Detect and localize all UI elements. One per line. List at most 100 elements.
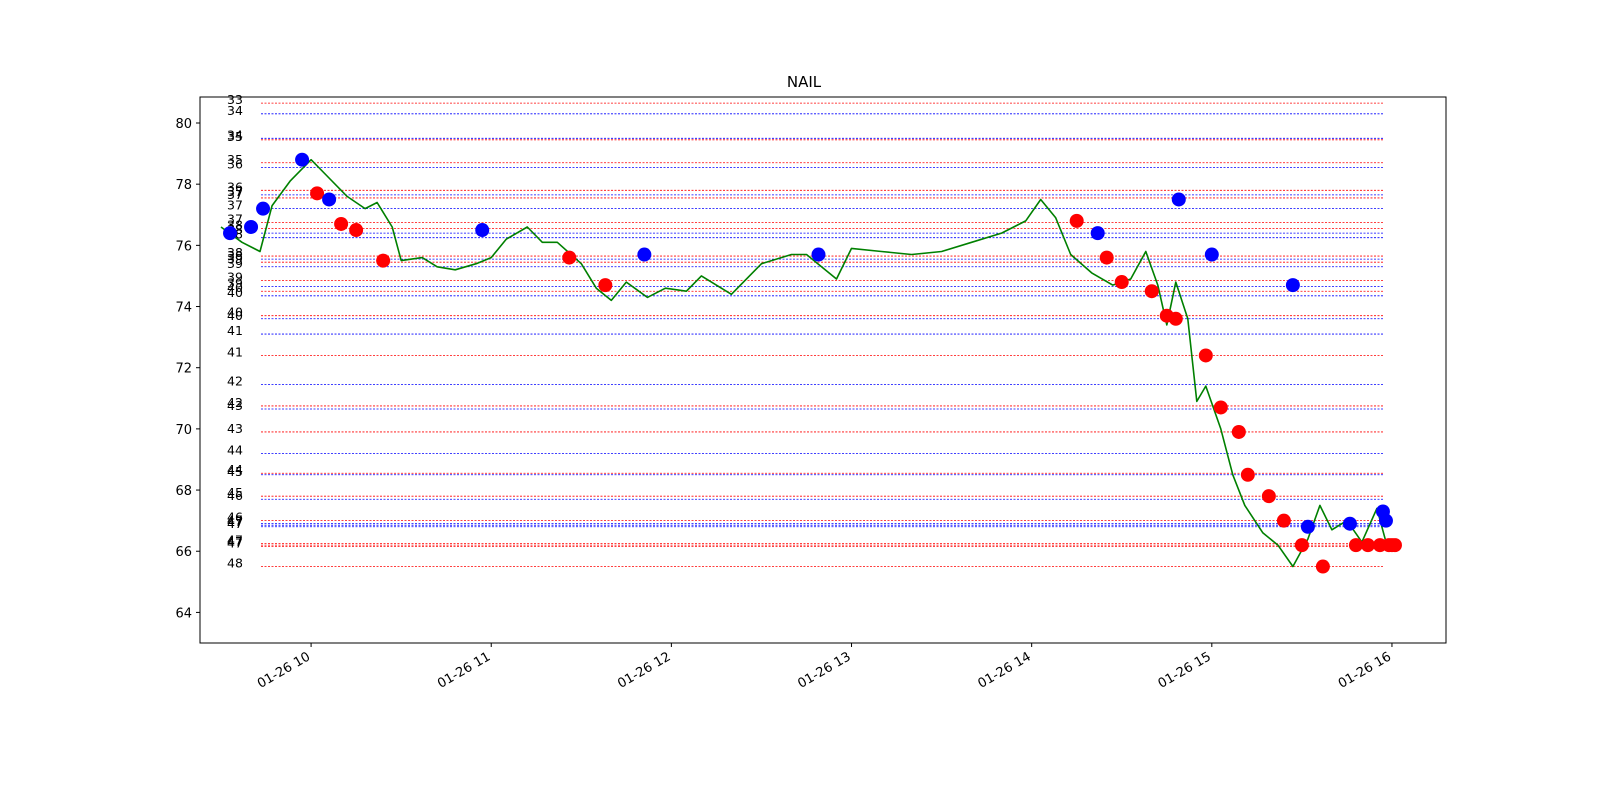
sell-point	[1069, 213, 1084, 228]
sell-point	[376, 253, 391, 268]
x-tick-label: 01-26 13	[795, 649, 853, 691]
sell-point	[1276, 513, 1291, 528]
level-label: 34	[227, 103, 243, 118]
level-label: 36	[227, 156, 243, 171]
chart-title: NAIL	[787, 73, 822, 91]
levels-layer: 3334343535363637373737383838383839393939…	[227, 92, 1383, 571]
buy-point	[1204, 247, 1219, 262]
level-label: 42	[227, 374, 243, 389]
y-tick-label: 66	[175, 545, 192, 560]
level-label: 47	[227, 513, 243, 528]
level-label: 39	[227, 256, 243, 271]
buy-point	[295, 152, 310, 167]
level-label: 40	[227, 280, 243, 295]
level-label: 38	[227, 245, 243, 260]
line-layer	[220, 158, 1387, 568]
buy-point	[256, 201, 271, 216]
sell-point	[1387, 538, 1402, 553]
sell-point	[1231, 424, 1246, 439]
sell-point	[1198, 348, 1213, 363]
x-tick-label: 01-26 12	[615, 649, 673, 691]
x-tick-label: 01-26 15	[1156, 649, 1214, 691]
level-label: 40	[227, 305, 243, 320]
sell-point	[310, 186, 325, 201]
buy-point	[1285, 278, 1300, 293]
level-label: 40	[227, 308, 243, 323]
level-label: 37	[227, 198, 243, 213]
sell-point	[1114, 275, 1129, 290]
level-label: 37	[227, 211, 243, 226]
sell-point	[1144, 284, 1159, 299]
level-label: 47	[227, 536, 243, 551]
level-label: 43	[227, 398, 243, 413]
level-label: 42	[227, 395, 243, 410]
y-tick-label: 76	[175, 239, 192, 254]
level-label: 38	[227, 248, 243, 263]
level-label: 45	[227, 464, 243, 479]
buy-point	[475, 223, 490, 238]
sell-point	[334, 216, 349, 231]
y-tick-label: 68	[175, 484, 192, 499]
sell-point	[1348, 538, 1363, 553]
level-label: 44	[227, 462, 243, 477]
level-label: 41	[227, 344, 243, 359]
buy-point	[1171, 192, 1186, 207]
y-tick-label: 78	[175, 178, 192, 193]
sell-point	[562, 250, 577, 265]
y-tick-label: 74	[175, 301, 192, 316]
level-label: 48	[227, 556, 243, 571]
level-label: 35	[227, 129, 243, 144]
buy-point	[1378, 513, 1393, 528]
level-label: 34	[227, 127, 243, 142]
sell-point	[598, 278, 613, 293]
buy-point	[811, 247, 826, 262]
buy-point	[637, 247, 652, 262]
sell-point	[1240, 467, 1255, 482]
level-label: 37	[227, 187, 243, 202]
price-series-line	[220, 158, 1387, 568]
buy-point	[1342, 516, 1357, 531]
points-layer	[223, 152, 1402, 574]
x-tick-label: 01-26 10	[255, 649, 313, 691]
sell-point	[1294, 538, 1309, 553]
y-tick-label: 72	[175, 362, 192, 377]
level-label: 35	[227, 152, 243, 167]
sell-point	[1168, 311, 1183, 326]
buy-point	[244, 220, 259, 234]
level-label: 47	[227, 533, 243, 548]
sell-point	[1099, 250, 1114, 265]
x-tick-label: 01-26 14	[976, 649, 1034, 691]
level-label: 43	[227, 421, 243, 436]
level-label: 47	[227, 516, 243, 531]
level-label: 36	[227, 179, 243, 194]
level-label: 40	[227, 285, 243, 300]
level-label: 33	[227, 92, 243, 107]
level-label: 46	[227, 510, 243, 525]
axes-layer: 64 66 68 70 72 74 76 78 80 01-26 10 01-26 11 01-26 …	[175, 96, 1447, 692]
level-label: 39	[227, 270, 243, 285]
buy-point	[1090, 226, 1105, 241]
level-label: 46	[227, 488, 243, 503]
buy-point	[223, 226, 238, 241]
level-label: 47	[227, 534, 243, 549]
sell-point	[1315, 559, 1330, 574]
level-label: 39	[227, 276, 243, 291]
plot-frame	[199, 96, 1447, 644]
sell-point	[1213, 400, 1228, 415]
x-tick-label: 01-26 11	[435, 649, 493, 691]
buy-point	[1300, 519, 1315, 534]
buy-point	[322, 192, 337, 207]
sell-point	[1261, 489, 1276, 504]
y-tick-label: 80	[175, 117, 192, 132]
level-label: 41	[227, 323, 243, 338]
level-label: 45	[227, 485, 243, 500]
level-label: 37	[227, 184, 243, 199]
x-tick-label: 01-26 16	[1336, 649, 1394, 691]
level-label: 47	[227, 514, 243, 529]
y-tick-label: 70	[175, 423, 192, 438]
sell-point	[1360, 538, 1375, 553]
level-label: 44	[227, 442, 243, 457]
y-tick-label: 64	[175, 606, 192, 621]
